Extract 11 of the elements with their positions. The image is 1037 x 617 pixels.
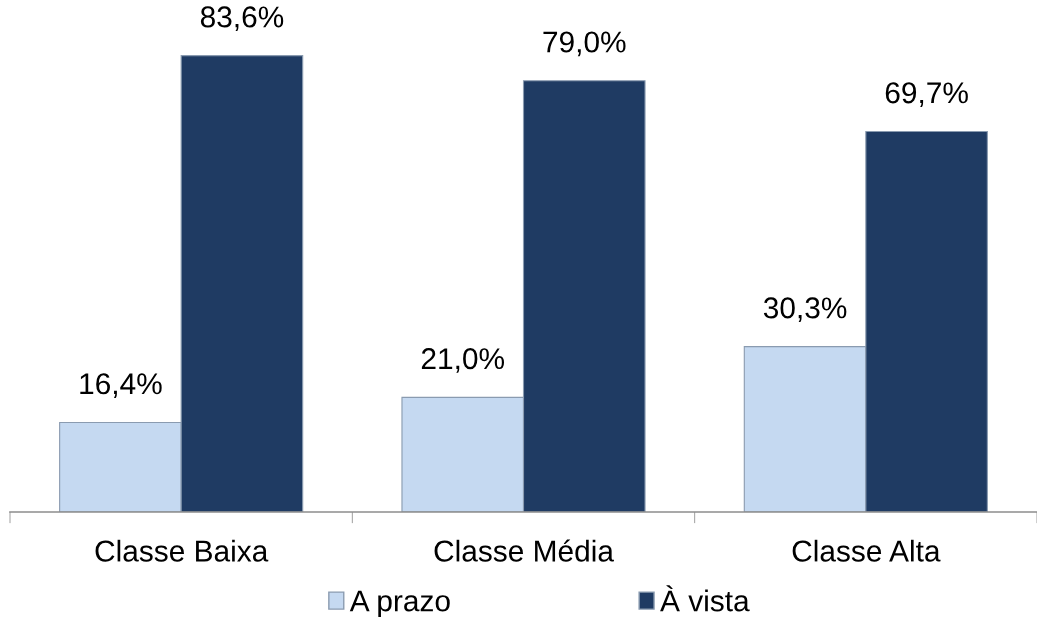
data-label: 69,7%	[885, 82, 968, 107]
data-label: 83,6%	[200, 6, 284, 32]
x-tick-label: Classe Baixa	[95, 539, 269, 562]
legend-label: A prazo	[349, 590, 450, 617]
x-tick-label: Classe Média	[434, 539, 614, 562]
x-tick-label: Classe Alta	[792, 539, 941, 562]
data-label: 30,3%	[763, 297, 847, 322]
legend-label: À vista	[660, 585, 750, 612]
data-label: 79,0%	[543, 31, 626, 57]
data-label: 21,0%	[421, 348, 505, 373]
data-label: 16,4%	[80, 373, 162, 398]
